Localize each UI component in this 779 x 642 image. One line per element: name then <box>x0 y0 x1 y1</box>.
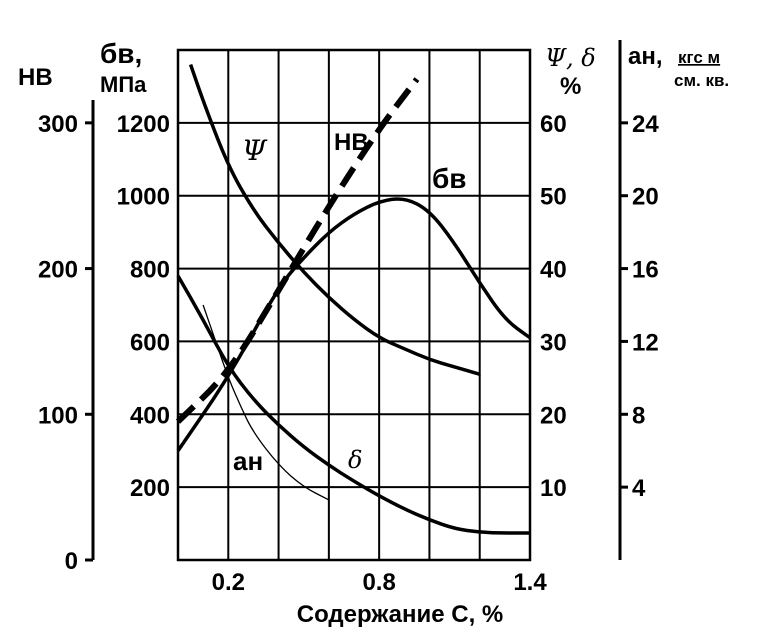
psi-delta-axis-title: Ψ, δ <box>545 44 596 72</box>
plot-frame <box>176 48 532 562</box>
hb-axis-title: НВ <box>18 64 53 91</box>
an-tick-label: 16 <box>632 257 659 284</box>
label-delta: δ <box>348 446 362 474</box>
hb-tick-label: 200 <box>38 257 78 284</box>
label-hb: НВ <box>334 129 369 156</box>
hb-tick-label: 100 <box>38 402 78 429</box>
hb-tick-label: 0 <box>65 548 78 575</box>
series-line-бв <box>176 197 531 452</box>
psi_delta-tick-label: 60 <box>540 111 567 138</box>
x-axis-label: Содержание С, % <box>297 601 504 628</box>
series-line-НВ <box>175 77 420 424</box>
psi-delta-axis-unit: % <box>560 73 581 100</box>
sigma-tick-label: 600 <box>130 329 170 356</box>
hb-tick-label: 300 <box>38 111 78 138</box>
sigma-axis-unit: МПа <box>100 72 147 97</box>
grid <box>176 48 532 562</box>
psi_delta-tick-label: 30 <box>540 329 567 356</box>
an-tick-label: 24 <box>632 111 659 138</box>
sigma-tick-label: 200 <box>130 475 170 502</box>
an-axis-title: ан, <box>628 43 663 70</box>
series-line-δ <box>176 275 530 535</box>
sigma-tick-label: 800 <box>130 257 170 284</box>
series-lines <box>175 64 531 535</box>
axes <box>85 40 628 562</box>
label-an: ан <box>233 446 263 476</box>
tick-labels: 0.2 0.8 1.4 0 100 200 300 200 400 600 800 1000 1200 1… <box>38 111 659 596</box>
psi_delta-tick-label: 20 <box>540 402 567 429</box>
x-tick-label: 0.8 <box>362 569 395 596</box>
label-psi: Ψ <box>242 134 268 167</box>
x-tick-label: 0.2 <box>212 569 245 596</box>
series-line-ан <box>202 304 330 501</box>
an-axis-unit-numerator: кгс м <box>678 48 720 67</box>
an-axis-unit-denominator: см. кв. <box>674 71 729 90</box>
sigma-tick-label: 1000 <box>117 184 170 211</box>
psi_delta-tick-label: 10 <box>540 475 567 502</box>
sigma-axis-title: бв, <box>100 38 142 69</box>
x-tick-label: 1.4 <box>513 569 547 596</box>
label-sigma: бв <box>432 163 467 194</box>
sigma-tick-label: 400 <box>130 402 170 429</box>
psi_delta-tick-label: 50 <box>540 184 567 211</box>
series-line-Ψ <box>188 64 482 376</box>
an-tick-label: 8 <box>632 402 645 429</box>
psi_delta-tick-label: 40 <box>540 257 567 284</box>
an-tick-label: 12 <box>632 329 659 356</box>
an-tick-label: 4 <box>632 475 646 502</box>
sigma-tick-label: 1200 <box>117 111 170 138</box>
an-tick-label: 20 <box>632 184 659 211</box>
